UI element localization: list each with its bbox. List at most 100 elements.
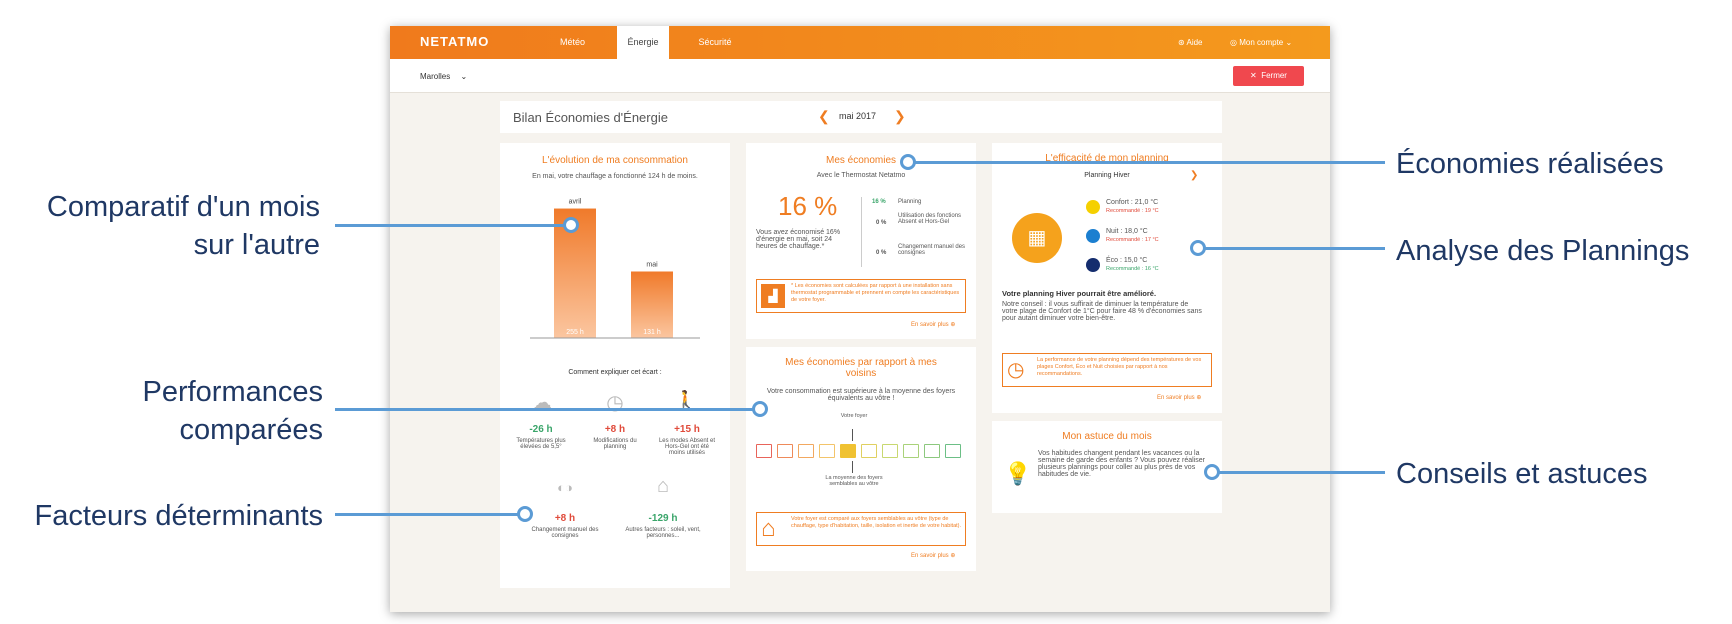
house-icon: ⌂ (656, 475, 670, 497)
close-button[interactable]: ✕ Fermer (1233, 66, 1304, 86)
callout-comparatif: Comparatif d'un mois sur l'autre (46, 191, 320, 261)
planning-name: Planning Hiver (1084, 172, 1130, 179)
prev-month-button[interactable]: ❮ (818, 108, 830, 124)
next-month-button[interactable]: ❯ (894, 108, 906, 124)
tip-title: Mon astuce du mois (1062, 431, 1152, 442)
planning-title: L'efficacité de mon planning (1045, 153, 1169, 164)
location-selector[interactable]: Marolles ⌄ (420, 72, 468, 81)
house-icon (777, 444, 793, 458)
callout-dot (752, 401, 768, 417)
planning-advice: Notre conseil : il vous suffirait de dim… (1002, 301, 1202, 322)
callout-dot (517, 506, 533, 522)
mode-label: Nuit : 18,0 °C (1106, 228, 1148, 235)
factor-label: Changement manuel des consignes (531, 527, 599, 539)
user-icon: ◎ (1230, 38, 1237, 47)
tab-meteo[interactable]: Météo (559, 37, 585, 47)
neighbors-note: Votre foyer est comparé aux foyers sembl… (791, 516, 962, 529)
growth-chart-icon: ▟ (761, 284, 785, 308)
chart-value-label: 255 h (566, 329, 584, 336)
factor-value: -26 h (529, 424, 553, 435)
consumption-panel: L'évolution de ma consommation En mai, v… (500, 143, 730, 588)
savings-note-box: ▟ * Les économies sont calculées par rap… (756, 279, 966, 313)
callout-dot (1190, 240, 1206, 256)
help-link[interactable]: ⊛ Aide (1178, 38, 1203, 47)
top-navigation-bar: NETATMO Météo Énergie Sécurité ⊛ Aide ◎ … (390, 26, 1330, 59)
your-home-icon (840, 444, 856, 458)
savings-row-label: Planning (898, 199, 922, 205)
report-header: Bilan Économies d'Énergie ❮ mai 2017 ❯ (500, 101, 1222, 133)
factor-label: Autres facteurs : soleil, vent, personne… (625, 527, 701, 539)
planning-panel: L'efficacité de mon planning Planning Hi… (992, 143, 1222, 413)
toggle-icon: ◐◑ (557, 480, 573, 495)
chevron-down-icon: ⌄ (1285, 38, 1293, 47)
mode-color-dot (1086, 258, 1100, 272)
savings-more-link[interactable]: En savoir plus ⊕ (911, 322, 956, 328)
account-menu[interactable]: ◎ Mon compte ⌄ (1230, 38, 1293, 47)
period-label: mai 2017 (839, 111, 877, 121)
explain-heading: Comment expliquer cet écart : (568, 369, 662, 376)
factor-value: +15 h (674, 424, 700, 435)
neighbors-more-link[interactable]: En savoir plus ⊕ (911, 553, 956, 559)
tip-panel: Mon astuce du mois 💡 Vos habitudes chang… (992, 421, 1222, 513)
callout-dot (563, 217, 579, 233)
savings-row-pct: 0 % (876, 250, 887, 256)
factor-label: Températures plus élevées de 5,5° (516, 438, 566, 450)
chart-bar (631, 271, 673, 338)
netatmo-window: NETATMO Météo Énergie Sécurité ⊛ Aide ◎ … (390, 26, 1330, 612)
factor-value: +8 h (604, 424, 626, 435)
calendar-icon: ▦ (1012, 213, 1062, 263)
pointer-line (852, 429, 853, 441)
house-icon (882, 444, 898, 458)
savings-row-pct: 0 % (876, 220, 887, 226)
close-icon: ✕ (1250, 71, 1257, 80)
mode-label: Confort : 21,0 °C (1106, 199, 1159, 206)
callout-facteurs: Facteurs déterminants (34, 500, 323, 532)
average-label: La moyenne des foyers semblables au vôtr… (825, 475, 883, 487)
mode-color-dot (1086, 229, 1100, 243)
clock-icon: ◷ (606, 392, 624, 414)
chart-category-label: avril (569, 199, 582, 206)
tab-securite[interactable]: Sécurité (698, 37, 732, 47)
callout-analyse: Analyse des Plannings (1396, 235, 1690, 267)
plus-circle-icon: ⊕ (950, 553, 956, 559)
plus-circle-icon: ⊕ (950, 322, 956, 328)
savings-percent: 16 % (778, 191, 838, 221)
neighbor-houses-row (756, 442, 966, 460)
help-icon: ⊛ (1178, 38, 1185, 47)
callout-line (335, 224, 571, 227)
tab-energie[interactable]: Énergie (617, 26, 669, 59)
neighbors-description: Votre consommation est supérieure à la m… (766, 388, 956, 402)
walking-person-icon: 🚶 (674, 390, 698, 410)
factor-value: +8 h (554, 513, 576, 524)
divider (861, 197, 862, 267)
planning-heading: Votre planning Hiver pourrait être améli… (1002, 289, 1157, 298)
savings-title: Mes économies (825, 155, 897, 166)
house-icon (756, 444, 772, 458)
savings-panel: Mes économies Avec le Thermostat Netatmo… (746, 143, 976, 339)
savings-row-label: Utilisation des fonctions Absent et Hors… (898, 213, 962, 225)
consumption-subtitle: En mai, votre chauffage a fonctionné 124… (532, 173, 698, 180)
planning-note-box: ◷ La performance de votre planning dépen… (1002, 353, 1212, 387)
chevron-right-icon[interactable]: ❯ (1190, 170, 1199, 181)
tip-text: Vos habitudes changent pendant les vacan… (1038, 450, 1205, 478)
house-icon (819, 444, 835, 458)
savings-note: * Les économies sont calculées par rappo… (791, 283, 960, 303)
chevron-down-icon: ⌄ (460, 72, 468, 81)
page-title: Bilan Économies d'Énergie (513, 110, 668, 125)
callout-line (908, 161, 1385, 164)
callout-line (1198, 247, 1385, 250)
mode-color-dot (1086, 200, 1100, 214)
factor-label: Les modes Absent et Hors-Gel ont été moi… (658, 438, 716, 456)
callout-performances: Performances comparées (142, 376, 323, 446)
brand-logo[interactable]: NETATMO (420, 34, 490, 49)
clock-icon: ◷ (1007, 359, 1025, 381)
house-icon: ⌂ (761, 515, 776, 542)
your-home-label: Votre foyer (840, 413, 868, 419)
mode-label: Éco : 15,0 °C (1106, 257, 1148, 264)
factor-label: Modifications du planning (593, 438, 637, 450)
planning-more-link[interactable]: En savoir plus ⊕ (1157, 395, 1202, 401)
savings-row-pct: 16 % (872, 199, 886, 205)
callout-conseils: Conseils et astuces (1396, 458, 1648, 490)
location-bar: Marolles ⌄ ✕ Fermer (390, 59, 1330, 93)
callout-dot (1204, 464, 1220, 480)
